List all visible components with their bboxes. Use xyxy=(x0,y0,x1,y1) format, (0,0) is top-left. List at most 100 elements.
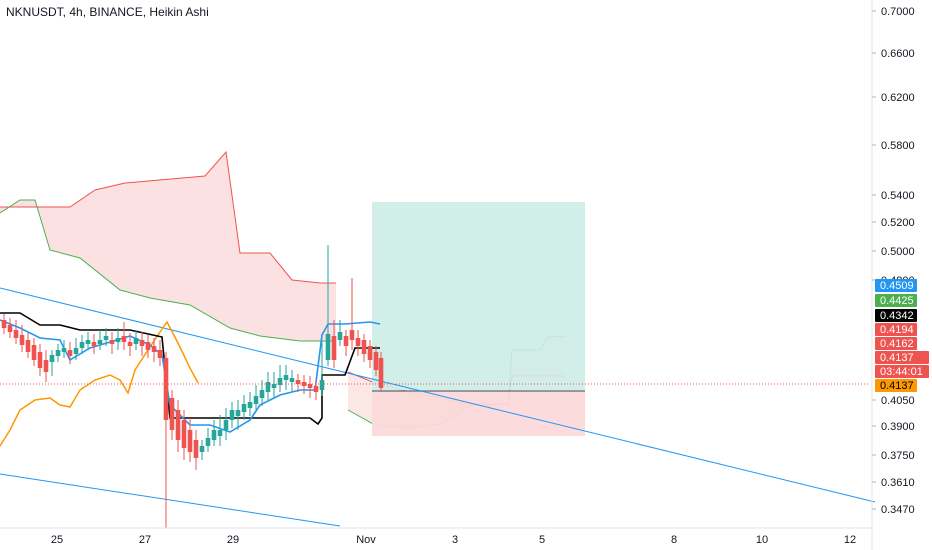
time-tick-label: 12 xyxy=(844,534,856,546)
candle-body xyxy=(79,342,85,348)
price-label-box xyxy=(875,379,917,392)
time-tick-label: 25 xyxy=(51,534,63,546)
candle-body xyxy=(259,390,265,398)
upper-trendline xyxy=(0,287,876,503)
trendlines[interactable] xyxy=(0,287,876,527)
candle-body xyxy=(253,396,259,404)
time-tick-label: 27 xyxy=(139,534,151,546)
time-tick-label: 8 xyxy=(671,534,677,546)
candle-body xyxy=(61,348,67,352)
price-label-text: 0.4162 xyxy=(880,338,914,350)
candle-body xyxy=(103,336,109,340)
candle-body xyxy=(127,342,133,346)
candle-body xyxy=(265,382,271,392)
candle-body xyxy=(187,430,193,452)
symbol-title: NKNUSDT, 4h, BINANCE, Heikin Ashi xyxy=(6,5,209,19)
candle-body xyxy=(331,336,337,360)
candle-body xyxy=(205,438,211,446)
price-label-text: 0.4137 xyxy=(880,352,914,364)
candle-body xyxy=(378,358,384,388)
candle-body xyxy=(313,386,319,392)
time-tick-label: 5 xyxy=(539,534,545,546)
candle-body xyxy=(37,352,43,368)
price-tick-label: 0.3470 xyxy=(881,504,915,516)
candle-body xyxy=(31,345,37,360)
price-label-text: 0.4137 xyxy=(880,380,914,392)
candle-body xyxy=(133,338,139,344)
stop-loss-zone xyxy=(372,391,585,436)
price-label-box xyxy=(875,279,917,292)
time-tick-label: 29 xyxy=(227,534,239,546)
candle-body xyxy=(241,404,247,412)
time-axis[interactable]: 25 27 29 Nov 3 5 8 10 12 xyxy=(0,527,872,546)
candle-body xyxy=(151,346,157,352)
candle-body xyxy=(235,410,241,416)
price-tick-label: 0.3900 xyxy=(881,421,915,433)
candle-body xyxy=(277,378,283,385)
candle-body xyxy=(145,342,151,350)
candles xyxy=(1,245,384,528)
lower-trendline xyxy=(0,473,341,527)
price-label-box xyxy=(875,323,917,336)
price-tick-label: 0.5400 xyxy=(881,190,915,202)
candle-body xyxy=(91,342,97,346)
candle-body xyxy=(193,440,199,458)
candle-body xyxy=(73,348,79,354)
price-tick-label: 0.5000 xyxy=(881,246,915,258)
price-axis[interactable]: 0.7000 0.6600 0.6200 0.5800 0.5400 0.5200 0.50… xyxy=(871,0,929,550)
candle-body xyxy=(163,358,169,420)
candle-body xyxy=(169,398,175,430)
cloud-area xyxy=(0,152,336,341)
candle-body xyxy=(1,320,7,328)
candle-body xyxy=(181,420,187,448)
candle-body xyxy=(43,360,49,372)
price-tick-label: 0.3750 xyxy=(881,450,915,462)
price-tick-label: 0.5200 xyxy=(881,217,915,229)
candle-body xyxy=(55,350,61,356)
candle-body xyxy=(325,334,331,360)
chikou-span xyxy=(0,320,199,447)
candle-body xyxy=(175,410,181,440)
candle-body xyxy=(211,430,217,440)
time-tick-label: 10 xyxy=(756,534,768,546)
candle-body xyxy=(217,430,223,436)
price-label-text: 03:44:01 xyxy=(880,366,923,378)
candle-body xyxy=(19,335,25,345)
price-tick-label: 0.6200 xyxy=(881,92,915,104)
price-tick-label: 0.7000 xyxy=(881,6,915,18)
price-label-box xyxy=(875,337,917,350)
candle-body xyxy=(247,402,253,408)
candle-body xyxy=(295,380,301,384)
price-label-box xyxy=(875,351,929,364)
candle-body xyxy=(319,380,325,390)
price-tick-label: 0.5800 xyxy=(881,140,915,152)
candle-body xyxy=(139,340,145,346)
candle-body xyxy=(121,336,127,342)
senkou-span-a xyxy=(0,199,336,342)
candle-body xyxy=(67,350,73,356)
price-label-box xyxy=(875,309,917,322)
price-label-text: 0.4425 xyxy=(880,295,914,307)
candle-body xyxy=(361,340,367,354)
candle-body xyxy=(97,340,103,344)
time-tick-label: Nov xyxy=(356,534,376,546)
candle-body xyxy=(85,340,91,344)
candle-body xyxy=(337,332,343,340)
senkou-span-b xyxy=(0,150,336,284)
candle-body xyxy=(13,330,19,338)
long-position-tool[interactable] xyxy=(372,202,585,436)
time-tick-label: 3 xyxy=(452,534,458,546)
candle-body xyxy=(115,338,121,342)
take-profit-zone xyxy=(372,202,585,390)
price-tick-label: 0.3610 xyxy=(881,477,915,489)
price-tick-label: 0.6600 xyxy=(881,48,915,60)
price-label-box xyxy=(875,294,917,307)
candle-body xyxy=(229,410,235,420)
candle-body xyxy=(367,346,373,360)
candle-body xyxy=(7,325,13,332)
candle-body xyxy=(349,330,355,340)
price-label-text: 0.4342 xyxy=(880,310,914,322)
candle-body xyxy=(25,340,31,352)
